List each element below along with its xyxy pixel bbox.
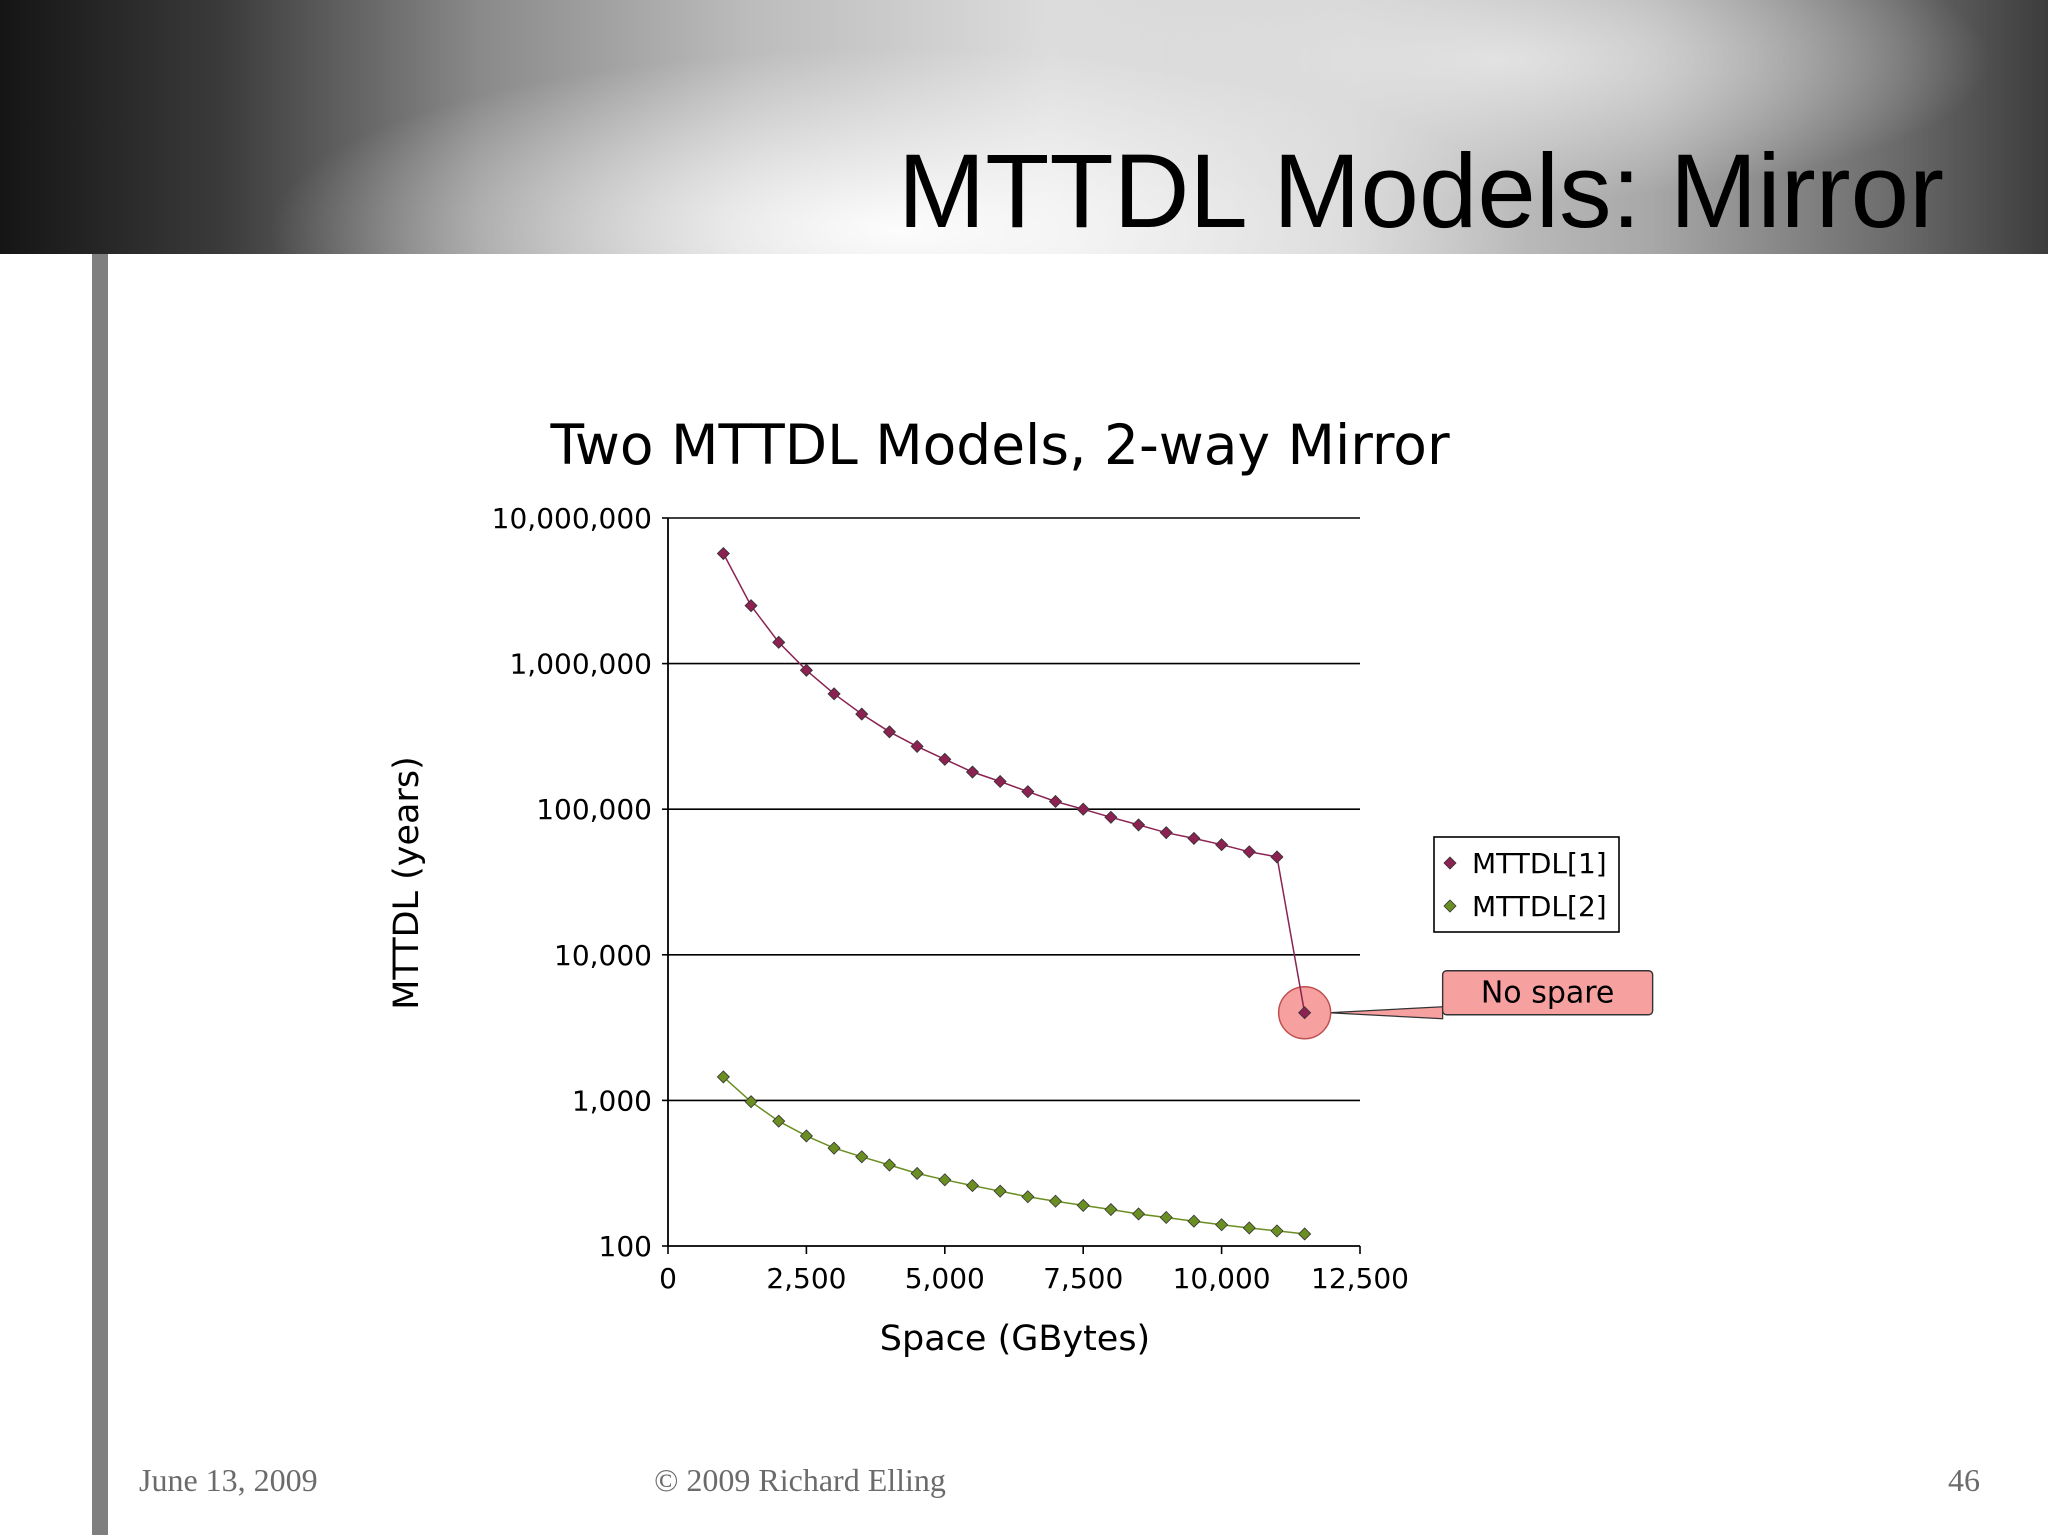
series-line-2 [722, 1076, 1305, 1235]
data-point [772, 1114, 786, 1128]
data-point [1021, 1190, 1035, 1204]
y-tick-label: 1,000,000 [509, 648, 652, 681]
data-point [965, 1179, 980, 1193]
data-point [827, 1141, 841, 1155]
data-point [1131, 818, 1146, 832]
data-point [965, 765, 980, 779]
legend-label: MTTDL[1] [1472, 847, 1607, 880]
data-point [1187, 831, 1201, 845]
annotation-label: No spare [1481, 976, 1615, 1011]
y-tick-label: 1,000 [572, 1084, 652, 1117]
series-line-1 [722, 553, 1306, 1013]
data-point [882, 725, 897, 739]
data-point [1215, 838, 1229, 852]
data-point [1021, 785, 1035, 799]
x-tick-label: 5,000 [905, 1262, 985, 1295]
legend: MTTDL[1] MTTDL[2] [1433, 836, 1620, 933]
data-point [1298, 1006, 1312, 1020]
legend-marker [1443, 856, 1457, 870]
data-point [993, 774, 1007, 789]
data-point [772, 635, 786, 649]
chart-title: Two MTTDL Models, 2-way Mirror [549, 413, 1450, 477]
data-point [1270, 850, 1284, 864]
x-tick-label: 12,500 [1311, 1262, 1409, 1295]
data-point [1104, 1202, 1118, 1217]
legend-label: MTTDL[2] [1472, 890, 1607, 923]
title-banner [0, 0, 2048, 254]
footer-date: June 13, 2009 [139, 1462, 318, 1498]
x-tick-label: 10,000 [1173, 1262, 1271, 1295]
page-number: 46 [1948, 1462, 1980, 1498]
data-point [799, 663, 813, 677]
data-point [1270, 1224, 1284, 1238]
data-point [882, 1158, 897, 1172]
x-tick-label: 7,500 [1043, 1262, 1123, 1295]
data-point [1159, 826, 1173, 840]
data-point [716, 1070, 730, 1084]
x-tick-label: 2,500 [766, 1262, 846, 1295]
data-point [1242, 1221, 1256, 1235]
data-point [1104, 810, 1118, 824]
data-point [744, 599, 758, 613]
y-axis-label: MTTDL (years) [387, 756, 427, 1010]
data-point [1131, 1207, 1146, 1221]
x-tick-label: 0 [659, 1262, 677, 1295]
legend-marker [1443, 899, 1457, 913]
data-point [993, 1184, 1007, 1198]
chart-area: Two MTTDL Models, 2-way Mirror MTTDL (ye… [370, 390, 1680, 1400]
x-axis-label: Space (GBytes) [880, 1319, 1150, 1359]
annotation-pointer [1328, 1006, 1444, 1020]
plot-layer: 100 1,000 10,000 100,000 1,000,000 10,000,000… [492, 502, 1654, 1295]
y-tick-label: 100 [599, 1230, 652, 1263]
left-accent-bar [92, 254, 108, 1535]
data-point [938, 1173, 952, 1187]
data-point [1048, 794, 1063, 809]
data-point [1076, 802, 1090, 816]
data-point [910, 739, 924, 753]
annotation-box [1441, 970, 1654, 1016]
slide-title: MTTDL Models: Mirror [897, 133, 1944, 250]
data-point [855, 707, 869, 721]
data-point [1048, 1194, 1063, 1208]
legend-box [1433, 836, 1620, 933]
y-tick-label: 10,000,000 [492, 502, 652, 535]
data-point [744, 1095, 758, 1109]
data-point [716, 546, 730, 561]
data-point [855, 1150, 869, 1164]
data-point [1215, 1218, 1229, 1232]
data-point [1076, 1198, 1090, 1212]
y-tick-label: 100,000 [536, 793, 652, 826]
data-point [1187, 1214, 1201, 1228]
data-point [1159, 1210, 1173, 1225]
mttdl-chart: Two MTTDL Models, 2-way Mirror MTTDL (ye… [387, 413, 1654, 1359]
data-point [938, 752, 952, 766]
data-point [1242, 845, 1256, 859]
data-point [799, 1129, 813, 1143]
data-point [827, 687, 841, 701]
footer-copyright: © 2009 Richard Elling [654, 1462, 946, 1498]
data-point [910, 1166, 924, 1181]
data-point [1298, 1227, 1312, 1241]
y-tick-label: 10,000 [554, 939, 652, 972]
